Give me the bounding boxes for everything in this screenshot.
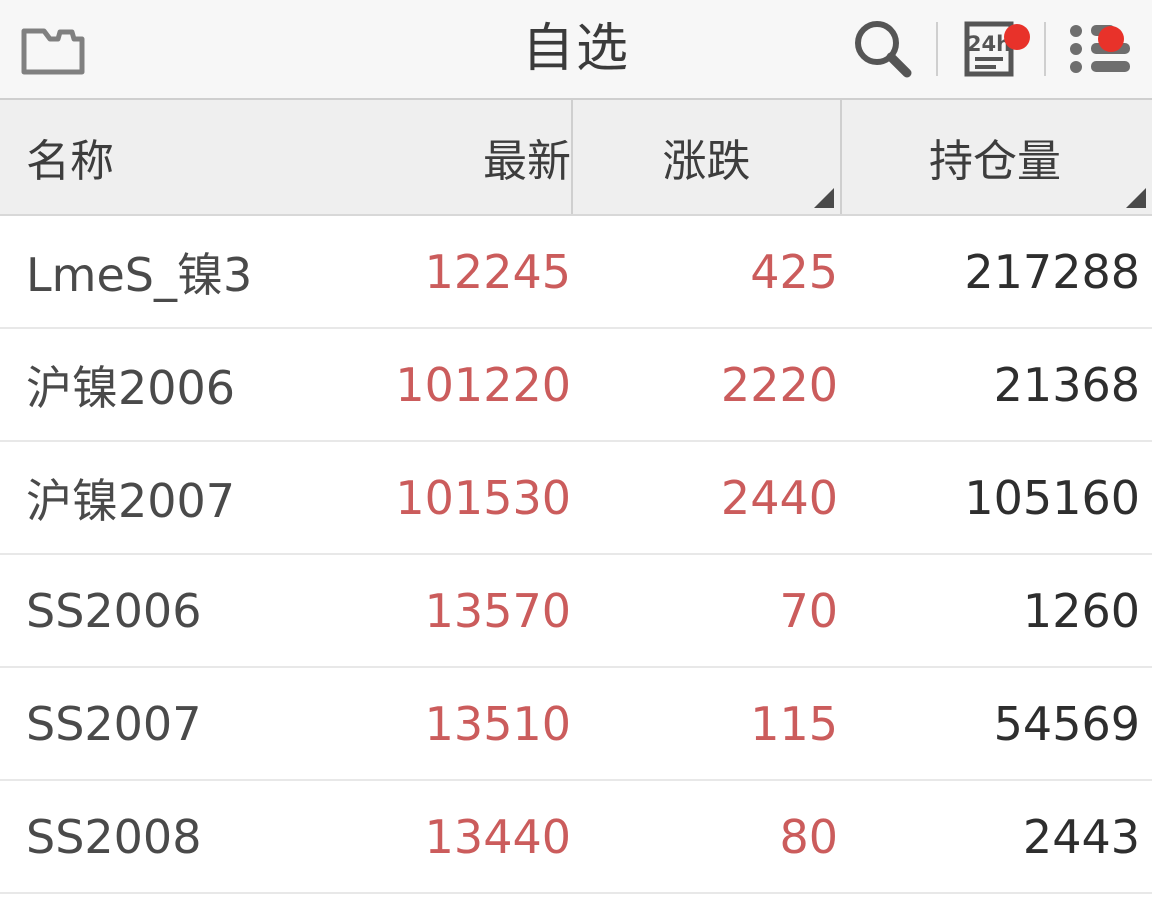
cell-name: 沪镍2007 [26,473,236,528]
list-badge [1098,26,1124,52]
table-row[interactable]: SS2007 13510 115 54569 [0,668,1152,781]
sort-indicator-icon [814,188,834,208]
column-header-change[interactable]: 涨跌 [571,100,840,214]
cell-name: LmeS_镍3 [26,247,253,302]
cell-change: 2220 [720,357,838,412]
table-row[interactable]: 沪镍2007 101530 2440 105160 [0,442,1152,555]
cell-change: 425 [750,244,838,299]
cell-latest-price: 12245 [424,244,571,299]
cell-open-interest: 105160 [964,470,1140,525]
cell-open-interest: 1260 [1022,583,1140,638]
cell-change: 80 [779,809,838,864]
cell-name: 沪镍2006 [26,360,236,415]
cell-change: 70 [779,583,838,638]
list-menu-button[interactable] [1046,20,1138,78]
quote-table-body: LmeS_镍3 12245 425 217288 沪镍2006 101220 2… [0,216,1152,894]
sort-indicator-icon [1126,188,1146,208]
column-header-change-label: 涨跌 [662,136,751,187]
cell-name: SS2007 [26,696,202,751]
cell-change: 2440 [720,470,838,525]
cell-open-interest: 54569 [993,696,1140,751]
cell-change: 115 [750,696,838,751]
news-24h-button[interactable]: 24h [938,18,1044,80]
search-icon [855,21,912,78]
cell-open-interest: 2443 [1022,809,1140,864]
svg-text:24h: 24h [967,32,1011,56]
table-row[interactable]: SS2008 13440 80 2443 [0,781,1152,894]
column-header-open-interest[interactable]: 持仓量 [840,100,1152,214]
news-badge [1004,24,1030,50]
table-header-row: 名称 最新 涨跌 持仓量 [0,98,1152,216]
cell-latest-price: 13510 [424,696,571,751]
cell-open-interest: 217288 [964,244,1140,299]
toolbar-divider-1 [936,22,938,76]
cell-latest-price: 13440 [424,809,571,864]
column-header-name[interactable]: 名称 最新 [0,100,571,214]
table-row[interactable]: 沪镍2006 101220 2220 21368 [0,329,1152,442]
toolbar-divider-2 [1044,22,1046,76]
topbar-right-group: 24h [830,18,1138,80]
cell-latest-price: 13570 [424,583,571,638]
top-bar: 自选 24h [0,0,1152,98]
column-header-latest-label: 最新 [483,136,571,187]
cell-latest-price: 101220 [395,357,571,412]
search-button[interactable] [830,18,936,80]
column-header-name-label: 名称 [26,136,114,187]
cell-open-interest: 21368 [993,357,1140,412]
folder-icon [21,28,85,75]
table-row[interactable]: LmeS_镍3 12245 425 217288 [0,216,1152,329]
folder-button[interactable] [20,19,108,79]
cell-name: SS2008 [26,809,202,864]
cell-name: SS2006 [26,583,202,638]
topbar-left-group [20,19,140,79]
column-header-open-interest-label: 持仓量 [929,136,1061,187]
cell-latest-price: 101530 [395,470,571,525]
table-row[interactable]: SS2006 13570 70 1260 [0,555,1152,668]
